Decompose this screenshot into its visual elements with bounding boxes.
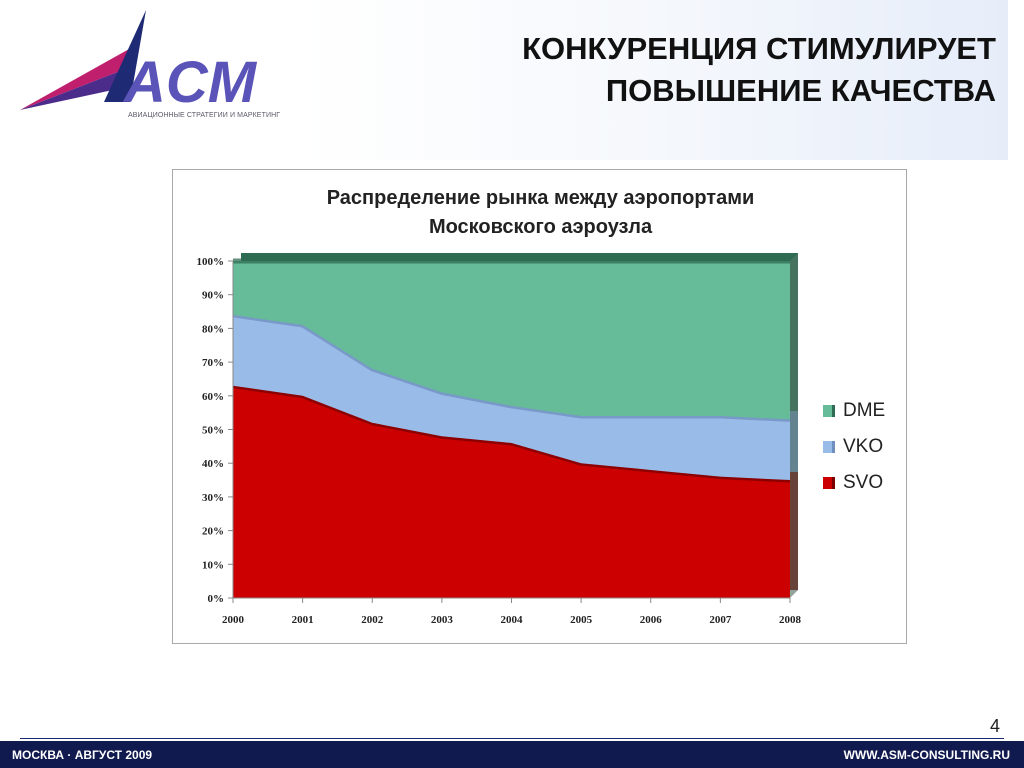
y-tick-label: 100% xyxy=(197,256,225,268)
legend-label-svo: SVO xyxy=(843,472,884,493)
area-chart: 0% 10% 20% 30% 40% 50% 60% 70% 80% 90% 100% 2000 200… xyxy=(197,253,802,626)
y-tick-label: 90% xyxy=(202,290,224,302)
legend-swatch-svo xyxy=(823,477,835,489)
area-vko xyxy=(233,314,790,481)
x-tick-label: 2005 xyxy=(570,614,593,626)
footer-bar: МОСКВА · АВГУСТ 2009 WWW.ASM-CONSULTING.… xyxy=(0,741,1024,768)
chart-side-panel xyxy=(790,253,798,598)
x-tick-label: 2002 xyxy=(361,614,384,626)
company-logo: ACM АВИАЦИОННЫЕ СТРАТЕГИИ И МАРКЕТИНГ xyxy=(20,8,300,126)
logo-tagline: АВИАЦИОННЫЕ СТРАТЕГИИ И МАРКЕТИНГ xyxy=(128,112,281,119)
legend-swatch-dme xyxy=(823,405,835,417)
y-tick-label: 30% xyxy=(202,492,224,504)
slide-title-line2: ПОВЫШЕНИЕ КАЧЕСТВА xyxy=(605,73,996,108)
x-tick-label: 2004 xyxy=(501,614,524,626)
chart-title: Распределение рынка между аэропортами Мо… xyxy=(173,184,908,242)
x-tick-label: 2007 xyxy=(709,614,732,626)
legend-label-dme: DME xyxy=(843,400,886,421)
legend-swatch-vko xyxy=(823,441,835,453)
x-tick-label: 2000 xyxy=(222,614,245,626)
footer-website-link[interactable]: WWW.ASM-CONSULTING.RU xyxy=(843,748,1010,762)
slide-title-line1: КОНКУРЕНЦИЯ СТИМУЛИРУЕТ xyxy=(522,31,996,66)
y-tick-label: 10% xyxy=(202,559,224,571)
logo-text: ACM xyxy=(122,50,258,115)
area-svo xyxy=(233,385,790,598)
x-tick-label: 2008 xyxy=(779,614,802,626)
legend-item-svo: SVO xyxy=(823,465,885,501)
y-tick-label: 80% xyxy=(202,323,224,335)
header-band xyxy=(300,0,1008,160)
y-tick-label: 70% xyxy=(202,357,224,369)
y-tick-label: 20% xyxy=(202,526,224,538)
legend-label-vko: VKO xyxy=(843,436,884,457)
chart-title-line2: Московского аэроузла xyxy=(428,216,653,238)
legend-item-dme: DME xyxy=(823,393,885,429)
footer-divider xyxy=(20,738,1004,739)
footer-location-date: МОСКВА · АВГУСТ 2009 xyxy=(12,748,153,762)
chart-legend: DME VKO SVO xyxy=(823,393,885,501)
legend-item-vko: VKO xyxy=(823,429,885,465)
chart-title-line1: Распределение рынка между аэропортами xyxy=(326,187,755,209)
y-tick-label: 60% xyxy=(202,391,224,403)
area-dme xyxy=(233,261,790,420)
x-tick-label: 2003 xyxy=(431,614,454,626)
slide-title: КОНКУРЕНЦИЯ СТИМУЛИРУЕТ ПОВЫШЕНИЕ КАЧЕСТ… xyxy=(356,28,996,112)
chart-frame: Распределение рынка между аэропортами Мо… xyxy=(172,169,907,644)
page-number: 4 xyxy=(989,716,1000,736)
y-tick-label: 50% xyxy=(202,425,224,437)
x-tick-label: 2001 xyxy=(292,614,314,626)
y-tick-label: 40% xyxy=(202,458,224,470)
x-tick-label: 2006 xyxy=(640,614,663,626)
y-tick-label: 0% xyxy=(208,593,225,605)
